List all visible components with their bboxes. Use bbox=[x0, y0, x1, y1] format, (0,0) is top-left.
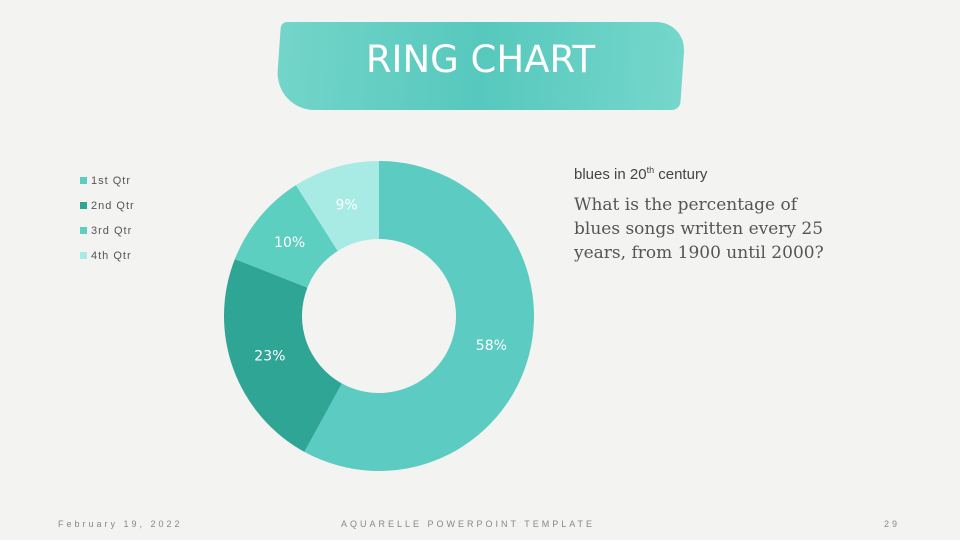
legend-swatch bbox=[80, 227, 87, 234]
legend-label: 1st Qtr bbox=[91, 174, 132, 187]
data-label: 23% bbox=[254, 348, 285, 364]
chart-subtitle: blues in 20th century bbox=[574, 165, 707, 183]
data-label: 58% bbox=[476, 338, 507, 354]
legend-item: 3rd Qtr bbox=[80, 218, 135, 243]
page-number: 29 bbox=[884, 519, 901, 529]
legend-label: 3rd Qtr bbox=[91, 224, 133, 237]
chart-legend: 1st Qtr 2nd Qtr 3rd Qtr 4th Qtr bbox=[80, 168, 135, 268]
legend-swatch bbox=[80, 252, 87, 259]
ring-segment-4 bbox=[295, 161, 379, 251]
legend-item: 2nd Qtr bbox=[80, 193, 135, 218]
subtitle-text: blues in 20 bbox=[574, 166, 647, 183]
footer-title: AQUARELLE POWERPOINT TEMPLATE bbox=[341, 519, 596, 529]
subtitle-rest: century bbox=[654, 166, 708, 183]
ring-segment-2 bbox=[224, 258, 342, 452]
ring-segment-1 bbox=[304, 161, 534, 471]
legend-swatch bbox=[80, 177, 87, 184]
legend-item: 4th Qtr bbox=[80, 243, 135, 268]
data-label: 10% bbox=[274, 235, 305, 251]
legend-label: 4th Qtr bbox=[91, 249, 132, 262]
legend-label: 2nd Qtr bbox=[91, 199, 135, 212]
slide-title: RING CHART bbox=[365, 38, 596, 81]
ring-segment-3 bbox=[234, 185, 338, 288]
data-label: 9% bbox=[336, 198, 358, 214]
legend-swatch bbox=[80, 202, 87, 209]
footer-date: February 19, 2022 bbox=[58, 519, 183, 529]
question-text: What is the percentage of blues songs wr… bbox=[574, 195, 824, 263]
legend-item: 1st Qtr bbox=[80, 168, 135, 193]
subtitle-sup: th bbox=[646, 165, 655, 175]
